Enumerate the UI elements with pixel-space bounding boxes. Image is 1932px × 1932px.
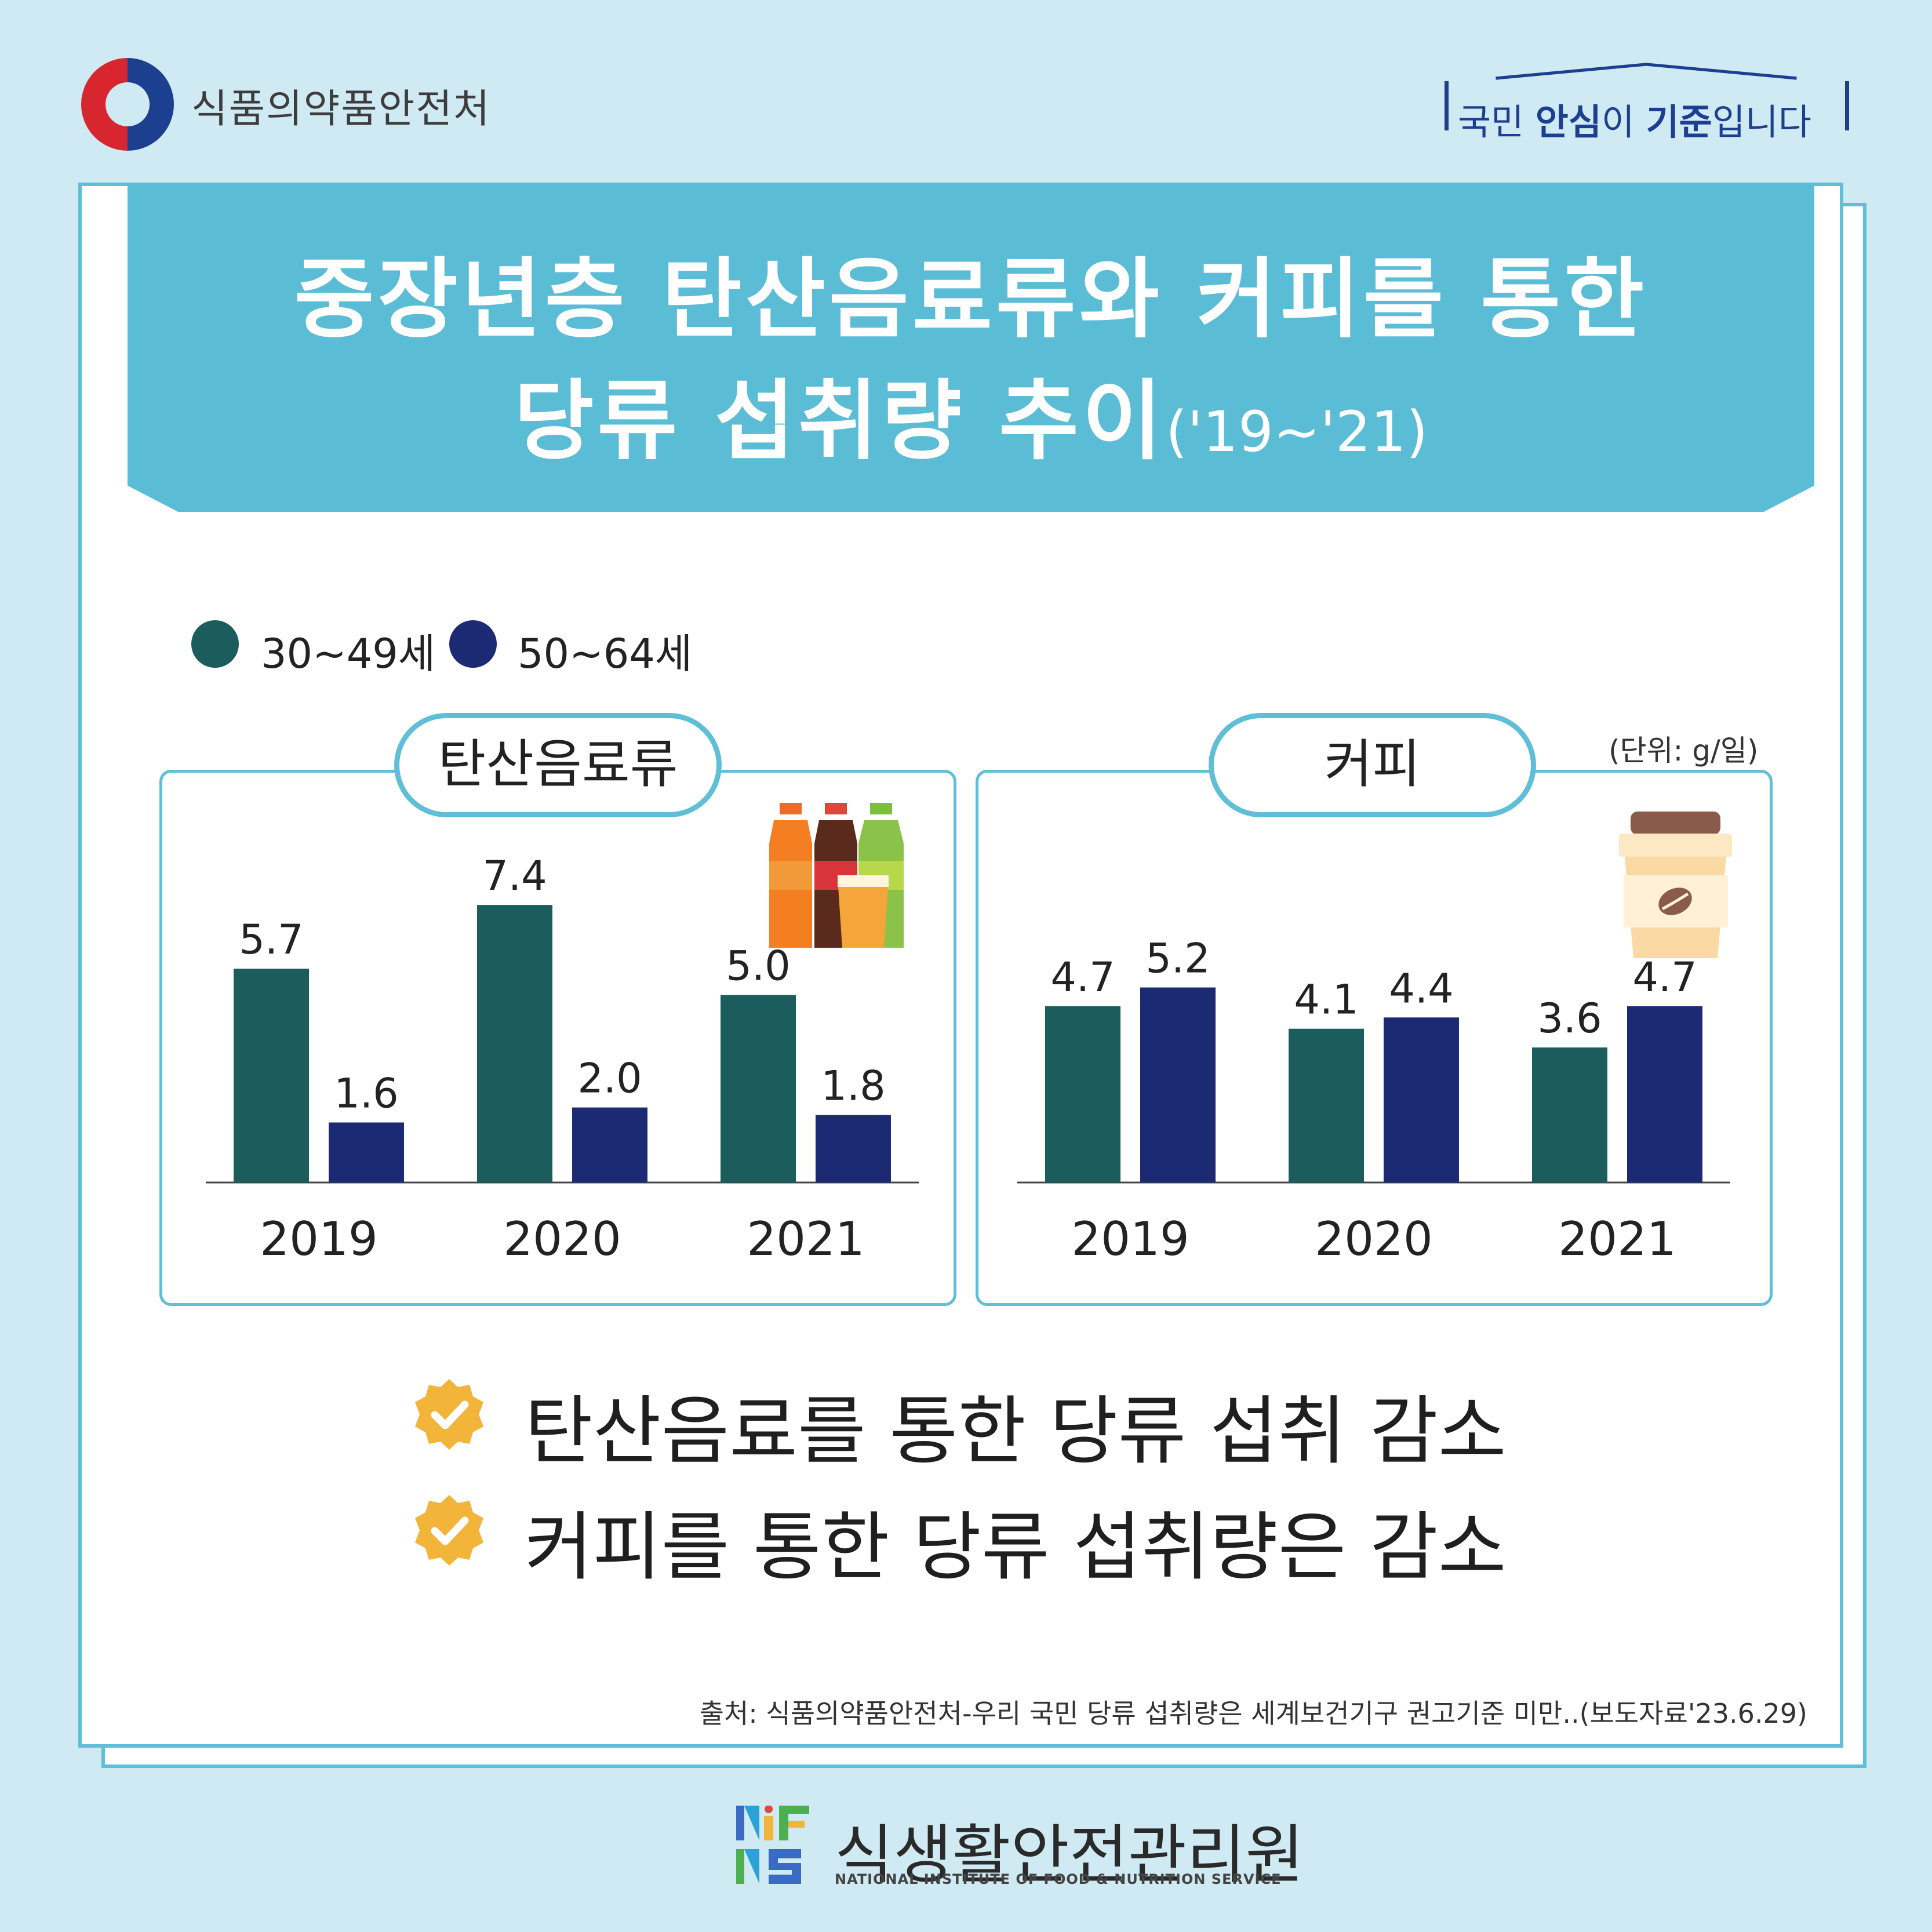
summary-item-soda: 탄산음료를 통한 당류 섭취 감소 <box>525 1388 1507 1475</box>
soda-x-tick-label: 2019 <box>260 1212 378 1266</box>
coffee-x-tick-label: 2019 <box>1071 1212 1189 1266</box>
summary-item-coffee: 커피를 통한 당류 섭취량은 감소 <box>525 1504 1507 1591</box>
coffee-bar-2020-30-49 <box>1289 1028 1364 1183</box>
soda-data-label: 5.7 <box>239 916 303 963</box>
coffee-data-label: 4.1 <box>1294 976 1358 1024</box>
soda-bottles-icon <box>769 803 904 948</box>
coffee-panel-title: 커피 <box>1209 713 1536 817</box>
coffee-data-label: 4.7 <box>1632 954 1697 1001</box>
soda-x-tick-label: 2020 <box>503 1212 621 1266</box>
page-title-line1: 중장년층 탄산음료류와 커피를 통한 <box>294 249 1648 350</box>
soda-bar-2019-30-49 <box>234 969 309 1183</box>
soda-x-tick-label: 2021 <box>747 1212 865 1266</box>
slogan: 국민 안심이 기준입니다 <box>1458 101 1811 143</box>
slogan-roof-icon <box>1496 63 1797 80</box>
legend-label-50-64: 50~64세 <box>518 630 693 678</box>
legend-label-30-49: 30~49세 <box>261 630 436 678</box>
check-badge-icon <box>415 1495 483 1566</box>
source-note: 출처: 식품의약품안전처-우리 국민 당류 섭취량은 세계보건기구 권고기준 미… <box>699 1698 1807 1729</box>
nifns-logo-icon <box>736 1806 809 1884</box>
page-title-line2: 당류 섭취량 추이('19~'21) <box>128 351 1814 476</box>
coffee-data-label: 5.2 <box>1145 935 1210 983</box>
soda-chart: 5.7 1.6 2019 7.4 2.0 2020 5.0 1.8 2021 <box>206 852 919 1266</box>
legend-swatch-30-49 <box>191 620 239 668</box>
slogan-bracket-right <box>1845 81 1849 130</box>
legend-swatch-50-64 <box>449 620 497 668</box>
title-band <box>128 184 1814 512</box>
agency-name: 식품의약품안전처 <box>191 86 491 132</box>
soda-bar-2020-30-49 <box>477 905 552 1183</box>
coffee-bar-2021-50-64 <box>1627 1006 1702 1183</box>
coffee-x-tick-label: 2021 <box>1558 1212 1676 1266</box>
coffee-cup-icon <box>1619 812 1732 958</box>
coffee-data-label: 4.7 <box>1050 954 1115 1001</box>
coffee-bar-2019-30-49 <box>1045 1006 1120 1183</box>
coffee-bar-2021-30-49 <box>1532 1047 1607 1183</box>
soda-bar-2020-50-64 <box>572 1107 647 1183</box>
soda-data-label: 2.0 <box>577 1055 642 1103</box>
unit-label: (단위: g/일) <box>1609 734 1759 767</box>
check-badge-icon <box>415 1379 483 1450</box>
soda-data-label: 5.0 <box>726 942 790 989</box>
footer-org-name-en: NATIONAL INSTITUTE OF FOOD & NUTRITION S… <box>835 1871 1282 1887</box>
coffee-data-label: 3.6 <box>1537 995 1602 1042</box>
government-emblem-icon <box>81 58 174 151</box>
coffee-data-label: 4.4 <box>1389 965 1453 1012</box>
coffee-chart: 4.7 5.2 2019 4.1 4.4 2020 3.6 4.7 2021 <box>1017 935 1730 1266</box>
title-main: 당류 섭취량 추이 <box>514 371 1166 472</box>
footer-org-name: 식생활안전관리원 <box>835 1818 1304 1892</box>
soda-data-label: 7.4 <box>482 852 547 900</box>
coffee-x-tick-label: 2020 <box>1315 1212 1433 1266</box>
soda-data-label: 1.8 <box>821 1063 885 1110</box>
soda-data-label: 1.6 <box>334 1069 398 1117</box>
slogan-bracket-left <box>1445 81 1449 130</box>
soda-bar-2021-50-64 <box>816 1115 891 1183</box>
coffee-bar-2020-50-64 <box>1384 1017 1459 1183</box>
title-period: ('19~'21) <box>1166 399 1428 464</box>
soda-panel-title: 탄산음료류 <box>394 713 722 817</box>
soda-bar-2021-30-49 <box>721 995 796 1183</box>
soda-bar-2019-50-64 <box>329 1122 404 1183</box>
coffee-bar-2019-50-64 <box>1140 987 1216 1183</box>
